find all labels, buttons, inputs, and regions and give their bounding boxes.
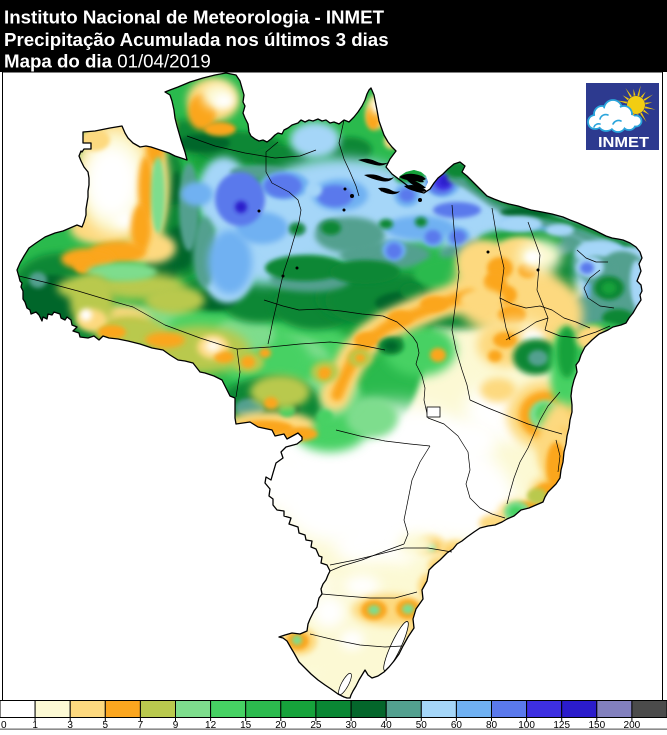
- svg-text:3: 3: [67, 720, 73, 730]
- svg-text:30: 30: [346, 720, 358, 730]
- svg-text:25: 25: [310, 720, 322, 730]
- svg-text:Mapa do dia 01/04/2019: Mapa do dia 01/04/2019: [4, 51, 211, 72]
- svg-text:40: 40: [381, 720, 393, 730]
- svg-text:1: 1: [32, 720, 38, 730]
- svg-text:12: 12: [205, 720, 217, 730]
- svg-text:5: 5: [103, 720, 109, 730]
- svg-text:7: 7: [138, 720, 144, 730]
- svg-text:20: 20: [275, 720, 287, 730]
- svg-text:Precipitação Acumulada nos últ: Precipitação Acumulada nos últimos 3 dia…: [4, 29, 389, 50]
- svg-text:50: 50: [416, 720, 428, 730]
- svg-text:100: 100: [518, 720, 535, 730]
- svg-text:150: 150: [588, 720, 605, 730]
- svg-text:125: 125: [553, 720, 570, 730]
- svg-text:INMET: INMET: [598, 135, 649, 151]
- svg-text:Instituto Nacional de Meteorol: Instituto Nacional de Meteorologia - INM…: [4, 7, 385, 28]
- svg-text:200: 200: [624, 720, 641, 730]
- svg-text:15: 15: [240, 720, 252, 730]
- svg-text:60: 60: [451, 720, 463, 730]
- svg-text:80: 80: [486, 720, 498, 730]
- svg-text:0: 0: [1, 720, 7, 730]
- svg-text:9: 9: [173, 720, 179, 730]
